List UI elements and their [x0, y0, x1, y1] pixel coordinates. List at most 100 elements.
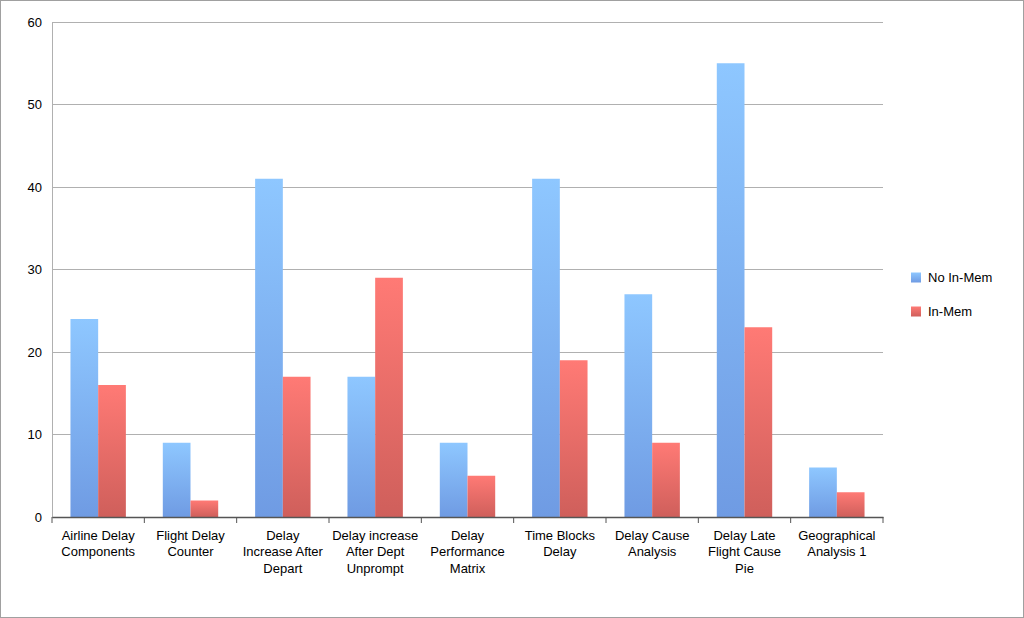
separator — [790, 517, 791, 523]
bar — [809, 468, 837, 518]
tick-label: 20 — [28, 345, 42, 360]
tick: Delay CauseAnalysis — [615, 517, 689, 559]
tick-label-line: Delay increase — [332, 528, 418, 543]
tick-label-line: Delay — [266, 528, 300, 543]
tick-label: Flight DelayCounter — [156, 528, 225, 559]
axis-line — [53, 517, 884, 519]
tick: Delay LateFlight Cause Pie — [708, 517, 781, 576]
legend-item: In-Mem — [911, 304, 972, 319]
bars — [70, 63, 864, 517]
tick-label-line: Delay Cause — [615, 528, 689, 543]
tick-label-line: Airline Delay — [62, 528, 135, 543]
tick-label: Delay LateFlight Cause Pie — [708, 528, 781, 576]
bar — [560, 360, 588, 517]
tick-label-line: Analysis 1 — [807, 544, 866, 559]
tick-label: Delay increaseAfter Dept Unprompt — [332, 528, 418, 576]
tick: Airline DelayComponents — [61, 517, 135, 559]
tick: 60 — [28, 15, 52, 30]
tick: Time BlocksDelay — [525, 517, 596, 559]
grid — [52, 22, 883, 517]
x-axis: Airline DelayComponents Flight DelayCount… — [53, 517, 884, 576]
tick-label: Time BlocksDelay — [525, 528, 596, 559]
tick: 20 — [28, 345, 52, 360]
tick: Flight DelayCounter — [156, 517, 225, 559]
separator — [329, 517, 330, 523]
tick-label: Delay CauseAnalysis — [615, 528, 689, 559]
tick-label: 60 — [28, 15, 42, 30]
tick-label: 40 — [28, 180, 42, 195]
separator — [883, 517, 884, 523]
separator — [144, 517, 145, 523]
bar — [532, 179, 560, 517]
tick-label-line: Depart — [263, 561, 302, 576]
tick-label: DelayIncrease After Depart — [243, 528, 324, 576]
tick: GeographicalAnalysis 1 — [798, 517, 875, 559]
tick-label-line: Flight Cause — [708, 544, 781, 559]
tick: DelayPerformance Matrix — [430, 517, 504, 576]
tick-label-line: After Dept — [346, 544, 405, 559]
bar — [717, 63, 745, 517]
tick: DelayIncrease After Depart — [243, 517, 324, 576]
bar — [440, 443, 468, 517]
tick-label: 30 — [28, 262, 42, 277]
tick: 10 — [28, 427, 52, 442]
chart: 0 10 20 30 40 50 60 Airline DelayComponents Flig… — [0, 0, 1024, 618]
bar — [98, 385, 126, 517]
tick-label-line: Performance — [430, 544, 504, 559]
bar — [283, 377, 311, 517]
bar — [837, 492, 865, 517]
legend-item: No In-Mem — [911, 270, 992, 285]
series — [70, 63, 836, 517]
tick-label-line: Time Blocks — [525, 528, 596, 543]
tick-label: 10 — [28, 427, 42, 442]
bar — [652, 443, 680, 517]
grid-line — [52, 22, 883, 23]
separator — [698, 517, 699, 523]
axis-line — [52, 23, 53, 518]
tick-label-line: Increase After — [243, 544, 324, 559]
tick: 40 — [28, 180, 52, 195]
bar — [624, 294, 652, 517]
plot: 0 10 20 30 40 50 60 Airline DelayComponents Flig… — [28, 15, 884, 576]
tick-label-line: Unprompt — [347, 561, 404, 576]
tick-label: Airline DelayComponents — [61, 528, 135, 559]
tick-label-line: Delay — [543, 544, 577, 559]
grid-line — [52, 269, 883, 270]
tick: 50 — [28, 97, 52, 112]
frame — [1, 1, 1024, 618]
grid-line — [52, 104, 883, 105]
tick-label-line: Matrix — [450, 561, 486, 576]
tick: 30 — [28, 262, 52, 277]
tick-label-line: Counter — [167, 544, 214, 559]
bar — [70, 319, 98, 517]
bar — [745, 327, 773, 517]
separator — [513, 517, 514, 523]
tick-label: GeographicalAnalysis 1 — [798, 528, 875, 559]
bar — [163, 443, 191, 517]
tick-label-line: Analysis — [628, 544, 677, 559]
bar — [255, 179, 283, 517]
legend-swatch — [911, 307, 921, 317]
legend: No In-Mem In-Mem — [911, 270, 992, 319]
tick-label-line: Flight Delay — [156, 528, 225, 543]
legend-label: No In-Mem — [928, 270, 992, 285]
separator — [606, 517, 607, 523]
bar — [468, 476, 496, 517]
tick-label-line: Pie — [735, 561, 754, 576]
legend-swatch — [911, 273, 921, 283]
tick-label-line: Delay Late — [713, 528, 775, 543]
separator — [52, 517, 53, 523]
tick: Delay increaseAfter Dept Unprompt — [332, 517, 418, 576]
bar — [347, 377, 375, 517]
grid-line — [52, 187, 883, 188]
legend-label: In-Mem — [928, 304, 972, 319]
bar — [375, 278, 403, 517]
bar — [191, 501, 219, 518]
tick: 0 — [35, 510, 52, 525]
separators — [52, 517, 883, 523]
tick-label-line: Geographical — [798, 528, 875, 543]
series — [98, 278, 864, 517]
tick-label-line: Delay — [451, 528, 485, 543]
tick-label: 50 — [28, 97, 42, 112]
tick-label: 0 — [35, 510, 42, 525]
